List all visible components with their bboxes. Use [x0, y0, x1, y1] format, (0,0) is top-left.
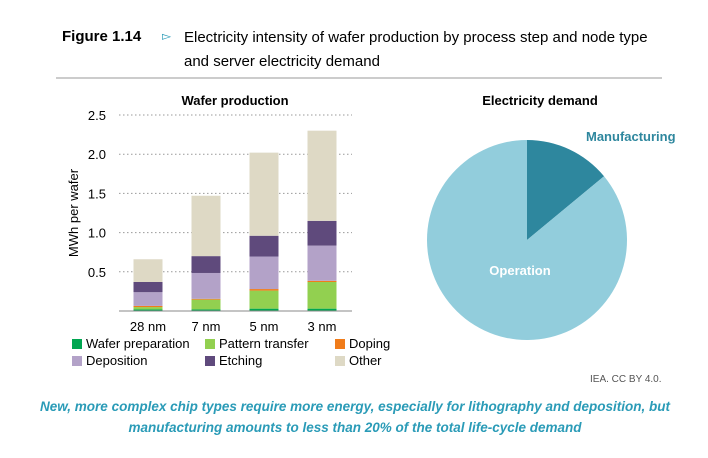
y-tick-label: 2.5: [88, 108, 106, 123]
bar-segment-other: [191, 195, 221, 257]
pie-label-operation: Operation: [489, 263, 550, 278]
bar-chart-title: Wafer production: [181, 93, 288, 108]
legend-swatch: [205, 338, 215, 349]
bar-segment-wafer-preparation: [133, 309, 163, 311]
y-tick-label: 1.0: [88, 226, 106, 241]
legend-swatch: [72, 338, 82, 349]
bar-segment-doping: [133, 305, 163, 308]
bar-segment-wafer-preparation: [307, 308, 337, 311]
x-tick-label: 28 nm: [130, 319, 166, 334]
x-tick-label: 3 nm: [308, 319, 337, 334]
y-tick-label: 2.0: [88, 147, 106, 162]
bar-segment-deposition: [307, 245, 337, 281]
legend-label: Etching: [219, 353, 263, 368]
legend-item: Etching: [205, 353, 262, 368]
y-tick-label: 0.5: [88, 265, 106, 280]
legend-item: Deposition: [72, 353, 147, 368]
legend-label: Doping: [349, 336, 391, 351]
caption: New, more complex chip types require mor…: [40, 399, 670, 435]
pie-slice-manufacturing: [527, 140, 605, 240]
bar-segment-deposition: [133, 292, 163, 306]
legend-swatch: [205, 355, 215, 366]
bar-segment-doping: [307, 280, 337, 282]
bar-segment-wafer-preparation: [249, 308, 279, 311]
legend-item: Wafer preparation: [72, 336, 190, 351]
bar-segment-other: [307, 130, 337, 221]
x-tick-label: 7 nm: [192, 319, 221, 334]
legend-label: Deposition: [86, 353, 148, 368]
bar-segment-pattern-transfer: [191, 299, 221, 310]
credit: IEA. CC BY 4.0.: [590, 374, 662, 385]
legend-swatch: [335, 355, 345, 366]
bar-segment-etching: [249, 235, 279, 257]
bar-segment-etching: [307, 220, 337, 246]
legend-label: Pattern transfer: [219, 336, 309, 351]
bar-segment-deposition: [249, 256, 279, 290]
legend-item: Pattern transfer: [205, 336, 309, 351]
legend-item: Other: [335, 353, 382, 368]
bar-segment-doping: [191, 298, 221, 300]
y-axis-label: MWh per wafer: [66, 168, 81, 257]
bar-segment-wafer-preparation: [191, 309, 221, 311]
triangle-arrow-icon: ▻: [162, 29, 172, 43]
pie-slice-operation: [426, 140, 627, 340]
bar-segment-pattern-transfer: [307, 281, 337, 309]
bar-segment-other: [133, 259, 163, 282]
bar-segment-etching: [133, 281, 163, 293]
pie-chart-title: Electricity demand: [482, 93, 598, 108]
bar-segment-pattern-transfer: [249, 290, 279, 309]
bar-segment-pattern-transfer: [133, 307, 163, 310]
legend-label: Wafer preparation: [86, 336, 190, 351]
bar-segment-deposition: [191, 272, 221, 299]
legend-swatch: [72, 355, 82, 366]
legend-swatch: [335, 338, 345, 349]
legend-item: Doping: [335, 336, 390, 351]
divider: [56, 77, 662, 79]
x-tick-label: 5 nm: [250, 319, 279, 334]
pie-label-manufacturing: Manufacturing: [586, 129, 676, 144]
figure-title: Electricity intensity of wafer productio…: [184, 29, 648, 70]
bar-segment-etching: [191, 256, 221, 273]
bar-segment-doping: [249, 289, 279, 291]
bar-segment-other: [249, 152, 279, 236]
figure-label: Figure 1.14: [62, 28, 142, 45]
legend-label: Other: [349, 353, 382, 368]
y-tick-label: 1.5: [88, 186, 106, 201]
